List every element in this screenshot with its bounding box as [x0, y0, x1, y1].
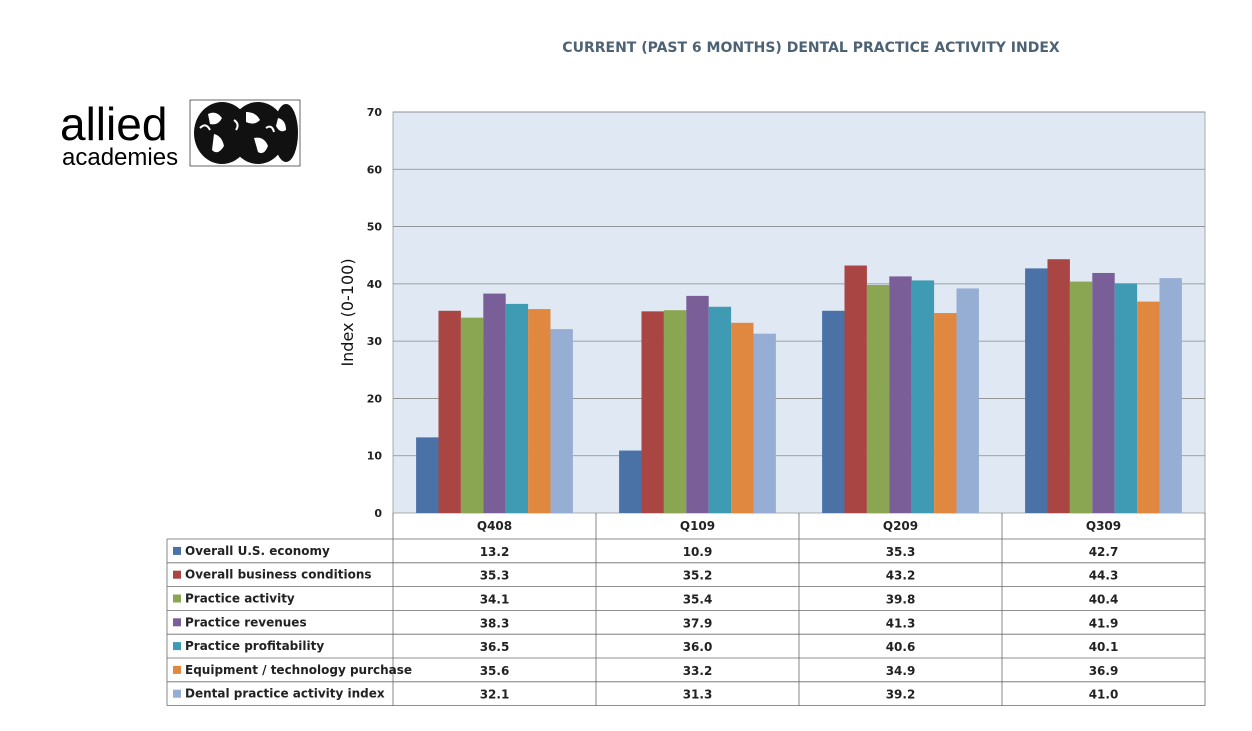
bar — [889, 276, 912, 513]
bar — [753, 333, 776, 513]
legend-label: Overall U.S. economy — [185, 544, 330, 558]
y-tick-label: 20 — [367, 392, 383, 405]
bar — [731, 322, 754, 513]
logo-graphic: allied academies — [60, 98, 301, 171]
data-label: 36.5 — [480, 640, 510, 654]
legend-label: Dental practice activity index — [185, 687, 385, 701]
bar — [416, 437, 439, 513]
logo-line2: academies — [62, 144, 178, 170]
bar — [1069, 281, 1093, 513]
data-label: 38.3 — [480, 616, 510, 630]
legend-label: Practice revenues — [185, 615, 307, 629]
data-label: 35.3 — [480, 569, 510, 583]
data-label: 33.2 — [683, 664, 713, 678]
data-label: 35.3 — [886, 545, 916, 559]
logo-line1: allied — [60, 98, 167, 150]
y-tick-label: 70 — [367, 106, 383, 119]
data-label: 34.9 — [886, 664, 916, 678]
data-label: 41.0 — [1089, 688, 1119, 702]
bar — [1114, 283, 1138, 513]
category-label: Q309 — [1086, 519, 1121, 533]
bar — [483, 293, 506, 513]
legend-label: Equipment / technology purchase — [185, 663, 412, 677]
data-label: 43.2 — [886, 569, 916, 583]
legend-swatch — [173, 689, 181, 698]
data-label: 10.9 — [683, 545, 713, 559]
bar — [708, 306, 732, 513]
data-label: 39.2 — [886, 688, 916, 702]
chart-title: CURRENT (PAST 6 MONTHS) DENTAL PRACTICE … — [562, 40, 1060, 56]
category-label: Q408 — [477, 519, 512, 533]
data-label: 40.4 — [1089, 593, 1119, 607]
bar — [956, 288, 979, 513]
bar — [911, 280, 935, 513]
data-label: 35.2 — [683, 569, 713, 583]
legend-swatch — [173, 546, 181, 555]
data-label: 41.9 — [1089, 616, 1119, 630]
data-label: 40.6 — [886, 640, 916, 654]
bar — [866, 285, 890, 513]
y-tick-label: 0 — [374, 507, 382, 520]
data-label: 35.6 — [480, 664, 510, 678]
bars — [416, 259, 1182, 513]
legend-swatch — [173, 570, 181, 579]
data-label: 37.9 — [683, 616, 713, 630]
bar — [438, 310, 461, 513]
data-label: 44.3 — [1089, 569, 1119, 583]
data-table: Q408 Q109 Q209 Q309 Overall U.S. economy 13.2… — [166, 513, 1206, 706]
y-axis-ticks: 0 10 20 30 40 50 60 70 — [367, 106, 383, 520]
data-label: 13.2 — [480, 545, 510, 559]
allied-academies-logo: allied academies — [58, 98, 302, 171]
data-label: 41.3 — [886, 616, 916, 630]
data-label: 32.1 — [480, 688, 510, 702]
category-label: Q209 — [883, 519, 918, 533]
legend-label: Overall business conditions — [185, 568, 372, 582]
globe-icon — [189, 99, 301, 167]
y-axis-label: Index (0-100) — [338, 258, 357, 366]
y-tick-label: 30 — [367, 335, 383, 348]
data-label: 31.3 — [683, 688, 713, 702]
bar — [550, 329, 573, 513]
bar — [1047, 259, 1070, 513]
bar — [844, 265, 867, 513]
legend-label: Practice activity — [185, 592, 295, 606]
bar — [460, 317, 484, 513]
legend-swatch — [173, 642, 181, 651]
legend-swatch — [173, 594, 181, 603]
data-label: 40.1 — [1089, 640, 1119, 654]
data-label: 36.9 — [1089, 664, 1119, 678]
bar — [686, 295, 709, 513]
bar — [528, 309, 551, 513]
data-label: 39.8 — [886, 593, 916, 607]
bar — [505, 303, 529, 513]
bar — [1025, 268, 1048, 513]
bar — [641, 311, 664, 513]
data-label: 42.7 — [1089, 545, 1119, 559]
bar — [934, 313, 957, 513]
data-label: 36.0 — [683, 640, 713, 654]
bar — [663, 310, 687, 513]
bar — [1092, 272, 1115, 513]
legend-label: Practice profitability — [185, 639, 324, 653]
y-tick-label: 50 — [367, 221, 383, 234]
legend-swatch — [173, 665, 181, 674]
bar — [619, 450, 642, 513]
bar — [822, 310, 845, 513]
y-tick-label: 40 — [367, 278, 383, 291]
bar — [1159, 278, 1182, 513]
legend-swatch — [173, 618, 181, 627]
bar — [1137, 301, 1160, 513]
data-label: 35.4 — [683, 593, 713, 607]
data-label: 34.1 — [480, 593, 510, 607]
category-label: Q109 — [680, 519, 715, 533]
y-tick-label: 60 — [367, 163, 383, 176]
y-tick-label: 10 — [367, 450, 383, 463]
